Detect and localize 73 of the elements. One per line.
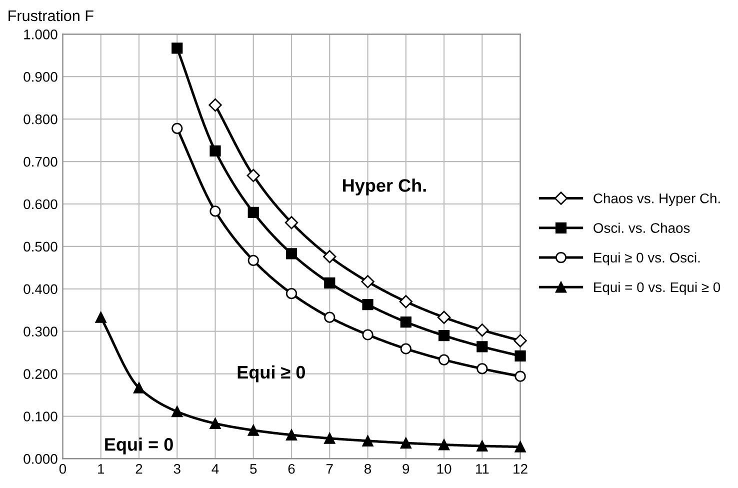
- point: [399, 295, 412, 308]
- point: [476, 323, 489, 337]
- point: [323, 250, 336, 264]
- annotation: Hyper Ch.: [343, 178, 426, 196]
- point: [438, 439, 450, 450]
- x-tick-label: 6: [288, 464, 295, 474]
- legend-label: Equi ≥ 0 vs. Osci.: [594, 252, 700, 266]
- point: [362, 299, 374, 310]
- point: [476, 363, 488, 374]
- x-tick-label: 1: [98, 464, 104, 474]
- point: [95, 312, 106, 323]
- x-tick-label: 0: [59, 464, 66, 474]
- point: [172, 122, 183, 134]
- point: [248, 254, 259, 266]
- x-tick-label: 2: [136, 464, 142, 474]
- point: [438, 330, 450, 342]
- point: [437, 310, 451, 324]
- point: [362, 435, 374, 446]
- point: [324, 312, 336, 323]
- point: [248, 424, 259, 436]
- y-tick-label: 0.000: [24, 454, 58, 464]
- point: [208, 98, 222, 112]
- legend-label: Equi = 0 vs. Equi ≥ 0: [594, 282, 720, 295]
- y-tick-label: 0.200: [24, 369, 58, 379]
- y-tick-label: 1.000: [24, 29, 58, 40]
- point: [286, 288, 298, 300]
- point: [514, 370, 526, 382]
- point: [514, 350, 526, 362]
- point: [400, 437, 412, 449]
- legend-label: Chaos vs. Hyper Ch.: [594, 193, 720, 206]
- y-tick-label: 0.400: [24, 284, 58, 294]
- y-tick-label: 0.800: [24, 114, 58, 124]
- x-tick-label: 11: [476, 464, 489, 474]
- point: [210, 418, 221, 430]
- point: [476, 440, 488, 452]
- x-tick-label: 9: [402, 464, 410, 474]
- x-tick-label: 7: [326, 464, 333, 474]
- x-tick-label: 8: [364, 464, 372, 474]
- y-tick-label: 0.900: [24, 72, 58, 82]
- legend-label: Osci. vs. Chaos: [594, 222, 690, 233]
- point: [286, 248, 298, 260]
- point: [284, 216, 298, 230]
- y-tick-label: 0.600: [24, 199, 58, 210]
- point: [248, 206, 259, 218]
- point: [324, 432, 336, 444]
- x-tick-label: 4: [212, 464, 219, 474]
- point: [246, 168, 260, 182]
- point: [210, 145, 221, 156]
- x-tick-label: 5: [250, 464, 257, 474]
- point: [400, 316, 412, 328]
- annotation: Equi ≥ 0: [238, 365, 305, 382]
- point: [514, 441, 526, 452]
- y-tick-label: 0.100: [24, 412, 58, 422]
- point: [362, 329, 374, 340]
- x-tick-label: 3: [174, 464, 180, 474]
- point: [361, 275, 374, 288]
- point: [476, 341, 488, 352]
- x-tick-label: 12: [514, 464, 528, 474]
- y-tick-label: 0.700: [24, 156, 58, 167]
- annotation: Equi = 0: [105, 438, 173, 454]
- point: [172, 42, 183, 54]
- point: [172, 406, 183, 418]
- y-axis-title: Frustration F: [8, 10, 94, 22]
- y-tick-label: 0.500: [24, 242, 58, 252]
- point: [400, 343, 412, 354]
- x-tick-label: 10: [437, 464, 452, 474]
- point: [324, 277, 336, 289]
- point: [438, 354, 450, 366]
- y-tick-label: 0.300: [24, 326, 58, 337]
- point: [286, 429, 298, 440]
- point: [133, 382, 145, 394]
- point: [514, 334, 527, 348]
- point: [210, 206, 221, 217]
